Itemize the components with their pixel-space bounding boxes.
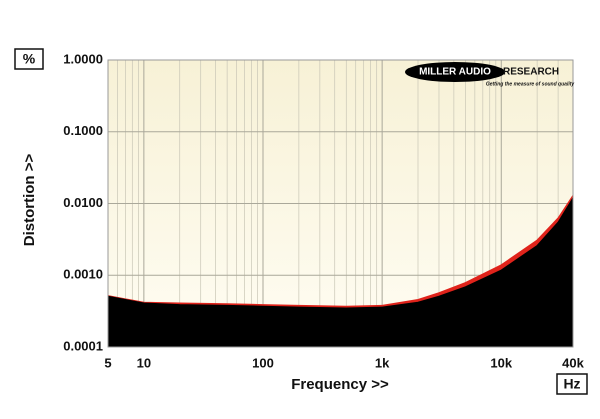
y-tick-label: 0.0001 [63,338,103,353]
x-tick-label: 5 [104,355,111,370]
y-axis-title: Distortion >> [21,154,38,247]
logo-badge [405,62,505,82]
y-unit: % [23,51,36,67]
x-tick-label: 10k [490,355,512,370]
plot-frame [107,59,574,348]
logo-text: MILLER AUDIO [419,67,491,78]
y-tick-label: 0.0010 [63,267,103,282]
x-tick-label: 1k [375,355,390,370]
unit-box [556,373,588,395]
x-tick-label: 40k [562,355,584,370]
x-unit: Hz [563,376,580,392]
logo-tagline: Getting the measure of sound quality [486,81,575,87]
unit-box [14,48,44,70]
logo-text: RESEARCH [503,67,559,78]
x-axis-title: Frequency >> [291,376,389,393]
x-tick-label: 100 [252,355,274,370]
y-tick-label: 0.1000 [63,123,103,138]
y-tick-label: 0.0100 [63,195,103,210]
y-tick-label: 1.0000 [63,51,103,66]
x-tick-label: 10 [137,355,151,370]
